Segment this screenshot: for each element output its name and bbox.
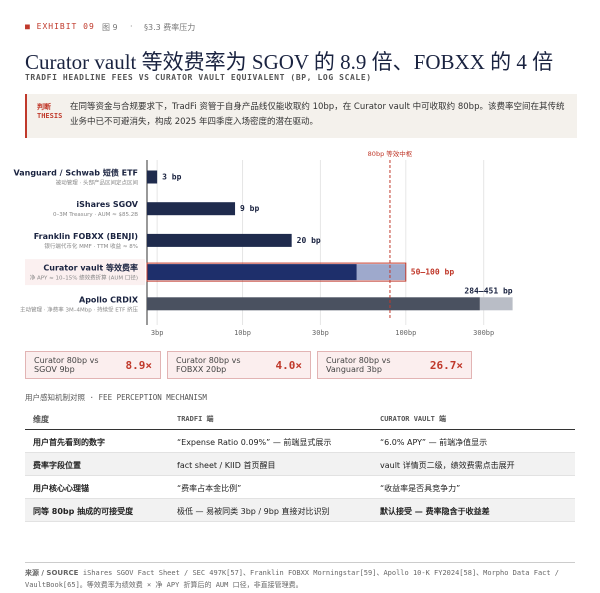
subtitle: TRADFI HEADLINE FEES VS CURATOR VAULT EQ…	[25, 73, 372, 82]
table-title: 用户感知机制对照 · FEE PERCEPTION MECHANISM	[25, 393, 207, 402]
value-label: 3 bp	[162, 173, 181, 182]
value-label: 284–451 bp	[464, 286, 512, 295]
dot: ·	[130, 22, 133, 31]
figure: 图 9	[102, 23, 118, 32]
header-cell: TRADFI 端	[177, 415, 214, 423]
x-tick-label: 300bp	[473, 329, 494, 337]
footer-label: 来源 / SOURCE	[25, 569, 79, 577]
thesis-box: 判断 THESIS 在同等资金与合规要求下，TradFi 资管于自身产品线仅能收…	[25, 94, 577, 138]
reference-label: 80bp 等效中枢	[368, 149, 413, 158]
thesis-label: 判断	[37, 103, 51, 111]
comparison: Curator 80bp vs Vanguard 3bp 26.7×	[317, 351, 472, 379]
table-cell: “Expense Ratio 0.09%” — 前端显式展示	[177, 438, 332, 447]
table-row: 同等 80bp 抽成的可接受度 极低 — 易被同类 3bp / 9bp 直接对比识…	[25, 499, 575, 522]
comparison-ratio: 8.9×	[125, 358, 153, 372]
table-cell: “费率占本金比例”	[177, 484, 242, 493]
highlight-band	[25, 259, 145, 286]
value-label: 20 bp	[297, 236, 321, 245]
category-label: Curator vault 等效费率	[43, 263, 138, 273]
comparison-text: Curator 80bp vs FOBXX 20bp	[176, 356, 241, 374]
bar	[147, 297, 480, 311]
category-sublabel: 净 APY ≈ 10–15% 绩效费折算 (AUM 口径)	[30, 274, 138, 282]
x-tick-label: 10bp	[234, 329, 251, 337]
comparison-text: Curator 80bp vs SGOV 9bp	[34, 356, 99, 374]
table-header: 维度 TRADFI 端 CURATOR VAULT 端	[25, 407, 575, 430]
category-label: Apollo CRDIX	[79, 295, 139, 304]
comparison-text: Curator 80bp vs Vanguard 3bp	[326, 356, 391, 374]
x-tick-label: 100bp	[395, 329, 416, 337]
table-row: 费率字段位置 fact sheet / KIID 首页醒目 vault 详情页二级，…	[25, 453, 575, 476]
table-cell: 费率字段位置	[33, 461, 81, 470]
category-sublabel: 主动管理 · 净费率 3M–4Mbp · 持续受 ETF 挤压	[20, 305, 138, 313]
table-cell: 极低 — 易被同类 3bp / 9bp 直接对比识别	[177, 507, 330, 516]
comparison: Curator 80bp vs SGOV 9bp 8.9×	[25, 351, 161, 379]
category-label: iShares SGOV	[76, 200, 138, 209]
chart: 3bp 10bp 30bp 100bp 300bp Vanguard / Schwab 短…	[13, 149, 513, 337]
table-cell: 默认接受 — 费率隐含于收益差	[380, 507, 490, 516]
comparison-ratio: 4.0×	[275, 358, 303, 372]
category-label: Franklin FOBXX (BENJI)	[34, 232, 138, 241]
table-cell: 用户首先看到的数字	[33, 438, 105, 447]
header-cell: 维度	[33, 415, 49, 424]
table-cell: 用户核心心理锚	[33, 484, 89, 493]
category-sublabel: 被动管理 · 头部产品区间定点区间	[56, 179, 138, 187]
footer: 来源 / SOURCE iShares SGOV Fact Sheet / SE…	[25, 567, 575, 591]
title: Curator vault 等效费率为 SGOV 的 8.9 倍、FOBXX 的…	[25, 50, 554, 74]
table-row: 用户首先看到的数字 “Expense Ratio 0.09%” — 前端显式展示 “…	[25, 430, 575, 453]
bar	[147, 233, 292, 247]
bar	[147, 170, 158, 184]
exhibit-mark: ■ EXHIBIT 09	[25, 22, 95, 31]
bar	[147, 264, 357, 281]
comparison: Curator 80bp vs FOBXX 20bp 4.0×	[167, 351, 311, 379]
table-cell: 同等 80bp 抽成的可接受度	[33, 507, 134, 516]
header-cell: CURATOR VAULT 端	[380, 415, 447, 423]
table-cell: “6.0% APY” — 前端净值显示	[380, 438, 488, 447]
thesis-label-en: THESIS	[37, 112, 63, 120]
exhibit: EXHIBIT 09	[36, 22, 95, 31]
table-cell: vault 详情页二级，绩效费需点击展开	[380, 461, 515, 470]
thesis-text: 在同等资金与合规要求下，TradFi 资管于自身产品线仅能收取约 10bp，在 …	[70, 102, 565, 127]
footer-rule	[25, 562, 575, 563]
table-cell: fact sheet / KIID 首页醒目	[177, 461, 276, 470]
comparison-ratio: 26.7×	[429, 358, 463, 372]
value-label: 9 bp	[240, 204, 259, 213]
section: §3.3 费率压力	[144, 23, 196, 32]
bar	[147, 202, 236, 216]
table-row: 用户核心心理锚 “费率占本金比例” “收益率是否具竞争力”	[25, 476, 575, 499]
x-tick-label: 30bp	[312, 329, 329, 337]
table-cell: “收益率是否具竞争力”	[380, 484, 461, 493]
bar-range	[356, 264, 406, 281]
x-tick-label: 3bp	[151, 329, 164, 337]
category-sublabel: 0–3M Treasury · AUM ≈ $85.2B	[53, 212, 138, 218]
value-label: 50–100 bp	[411, 268, 455, 277]
category-label: Vanguard / Schwab 短债 ETF	[13, 168, 138, 178]
bar-range	[479, 297, 513, 311]
footer-text: iShares SGOV Fact Sheet / SEC 497K[57]、F…	[25, 569, 560, 589]
category-sublabel: 银行端代币化 MMF · TTM 收益 ≈ 8%	[44, 242, 138, 250]
highlight-outline	[146, 262, 407, 282]
